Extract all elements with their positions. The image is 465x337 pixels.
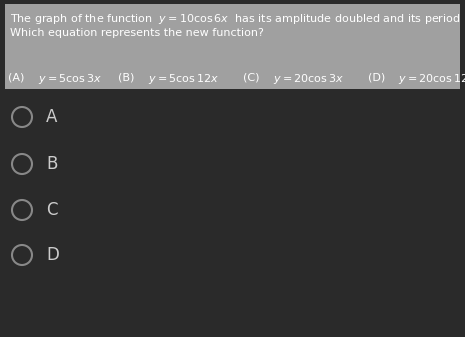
Text: A: A: [46, 108, 57, 126]
Text: Which equation represents the new function?: Which equation represents the new functi…: [10, 28, 264, 38]
Text: (B): (B): [118, 72, 134, 82]
Text: B: B: [46, 155, 57, 173]
Text: (D): (D): [368, 72, 385, 82]
Text: $y = 20\cos 12x$: $y = 20\cos 12x$: [398, 72, 465, 86]
Text: $y = 5\cos 12x$: $y = 5\cos 12x$: [148, 72, 219, 86]
Text: C: C: [46, 201, 58, 219]
Text: The graph of the function  $y = 10\cos 6x$  has its amplitude doubled and its pe: The graph of the function $y = 10\cos 6x…: [10, 12, 465, 26]
Text: $y = 5\cos 3x$: $y = 5\cos 3x$: [38, 72, 102, 86]
Text: D: D: [46, 246, 59, 264]
Text: (C): (C): [243, 72, 259, 82]
Text: (A): (A): [8, 72, 24, 82]
Text: $y = 20\cos 3x$: $y = 20\cos 3x$: [273, 72, 344, 86]
Bar: [5, 4, 460, 89]
